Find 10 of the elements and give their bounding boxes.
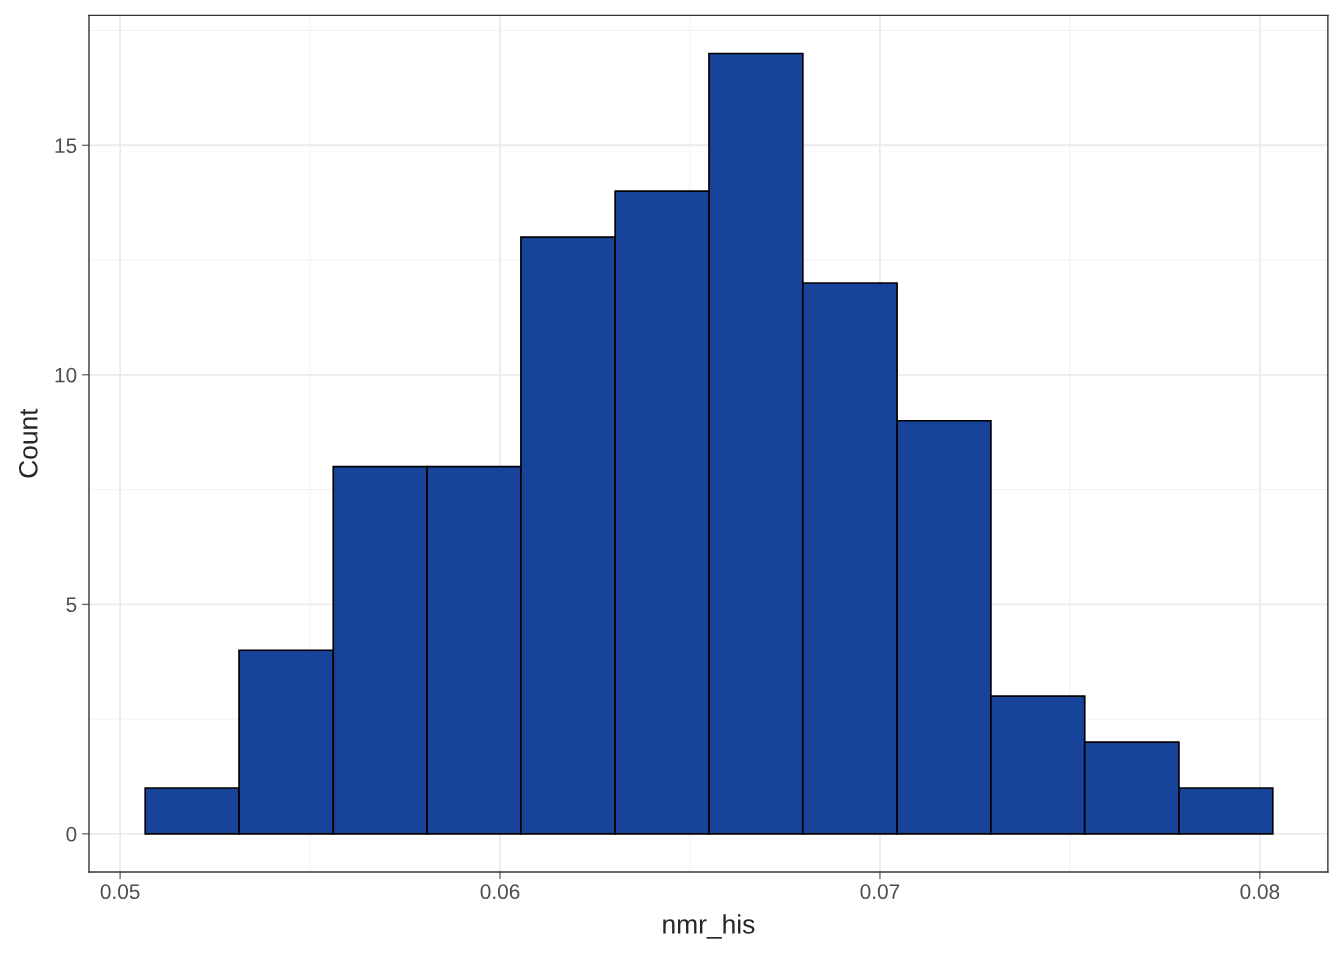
- x-tick-label: 0.08: [1240, 884, 1280, 900]
- y-tick-label: 15: [55, 138, 77, 154]
- y-tick-label: 10: [55, 367, 77, 383]
- y-tick-label: 5: [66, 597, 77, 613]
- y-tick-label: 0: [66, 826, 77, 842]
- x-axis-title: nmr_his: [663, 914, 755, 939]
- y-axis-title: Count: [18, 408, 38, 478]
- x-tick-label: 0.06: [480, 884, 520, 900]
- x-tick-label: 0.07: [860, 884, 900, 900]
- x-tick-label: 0.05: [100, 884, 140, 900]
